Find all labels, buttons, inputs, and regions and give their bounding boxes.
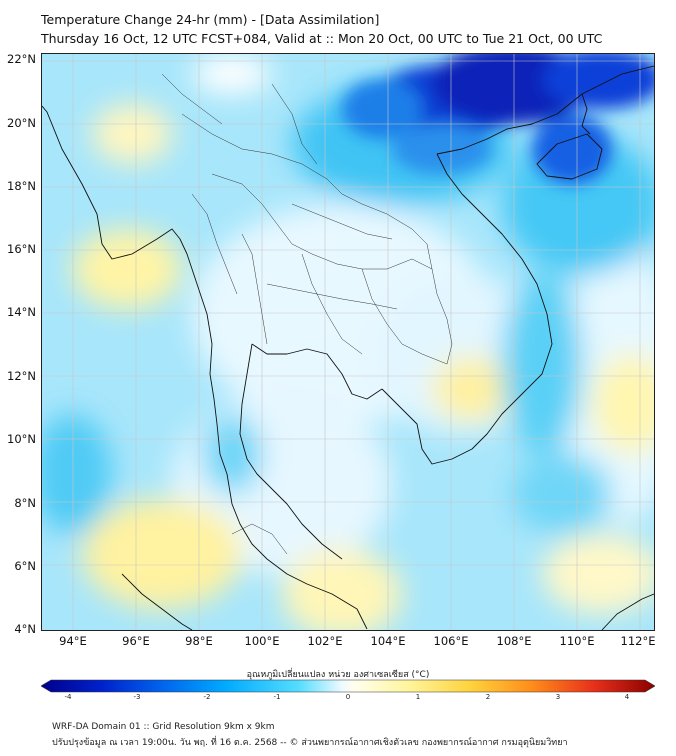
lon-tick-label: 94°E (59, 634, 87, 648)
colorbar (41, 679, 655, 693)
colorbar-tick: 1 (415, 693, 421, 701)
map-subtitle: Thursday 16 Oct, 12 UTC FCST+084, Valid … (41, 31, 603, 46)
colorbar-tick: -3 (133, 693, 141, 701)
temperature-change-map (41, 53, 655, 631)
lon-tick-label: 110°E (559, 634, 595, 648)
colorbar-tick: 3 (555, 693, 561, 701)
lat-tick-label: 22°N (7, 52, 36, 66)
province-borders (161, 73, 453, 555)
map-title: Temperature Change 24-hr (mm) - [Data As… (41, 12, 380, 27)
lat-tick-label: 6°N (14, 559, 36, 573)
colorbar-tick: -4 (64, 693, 72, 701)
lon-tick-label: 112°E (620, 634, 656, 648)
lat-tick-label: 14°N (7, 305, 36, 319)
lat-tick-label: 12°N (7, 369, 36, 383)
lon-tick-label: 100°E (244, 634, 280, 648)
lon-tick-label: 108°E (496, 634, 532, 648)
footer-model-info: WRF-DA Domain 01 :: Grid Resolution 9km … (52, 722, 275, 732)
colorbar-tick: -2 (203, 693, 211, 701)
lat-tick-label: 4°N (14, 622, 36, 636)
colorbar-tick: 0 (345, 693, 351, 701)
lat-tick-label: 10°N (7, 432, 36, 446)
lat-tick-label: 16°N (7, 242, 36, 256)
lat-tick-label: 18°N (7, 179, 36, 193)
colorbar-label: อุณหภูมิเปลี่ยนแปลง หน่วย องศาเซลเซียส (… (246, 670, 430, 680)
lon-tick-label: 106°E (433, 634, 469, 648)
lon-tick-label: 104°E (370, 634, 406, 648)
footer-credit: ปรับปรุงข้อมูล ณ เวลา 19:00น. วัน พฤ. ที… (52, 738, 568, 748)
coastlines (42, 65, 654, 630)
graticule (42, 54, 654, 630)
lon-tick-label: 96°E (122, 634, 150, 648)
lat-tick-label: 8°N (14, 496, 36, 510)
colorbar-tick: 2 (485, 693, 491, 701)
colorbar-tick: 4 (624, 693, 630, 701)
colorbar-tick: -1 (273, 693, 281, 701)
lon-tick-label: 102°E (307, 634, 343, 648)
lat-tick-label: 20°N (7, 116, 36, 130)
lon-tick-label: 98°E (185, 634, 213, 648)
